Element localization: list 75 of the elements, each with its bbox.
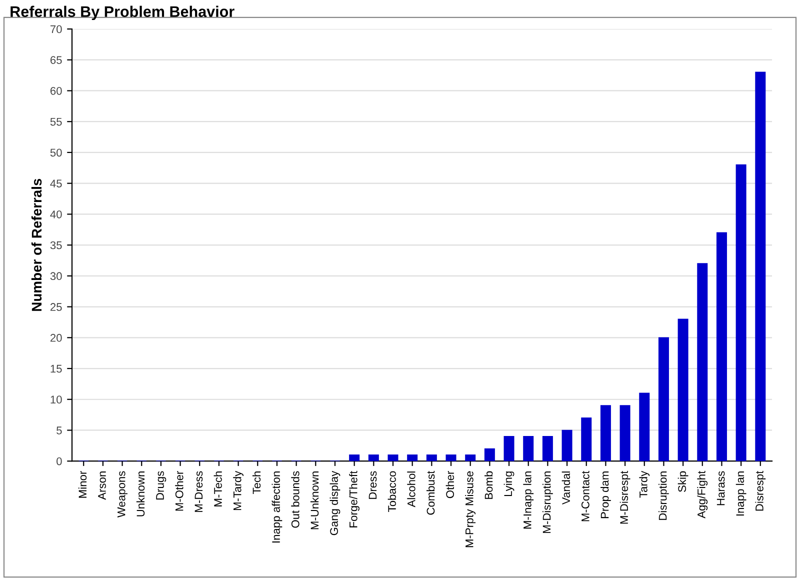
x-tick-label: M-Tardy bbox=[233, 470, 244, 510]
bar bbox=[504, 436, 514, 462]
x-tick-label: Forge/Theft bbox=[349, 470, 360, 528]
x-tick-label: Inapp lan bbox=[736, 472, 746, 516]
x-tick-label: Arson bbox=[98, 472, 106, 500]
x-tick-label: Combust bbox=[426, 470, 435, 515]
x-tick-label: M-Unknown bbox=[310, 472, 319, 530]
y-tick-label: 70 bbox=[50, 25, 62, 34]
y-tick-label: 10 bbox=[50, 396, 62, 404]
x-tick-label: Gang display bbox=[330, 470, 340, 536]
x-tick-label: Disrespt bbox=[755, 470, 766, 511]
bar bbox=[620, 405, 630, 462]
bar bbox=[465, 454, 476, 462]
y-tick-label: 20 bbox=[50, 334, 62, 342]
y-tick-label: 35 bbox=[50, 241, 62, 250]
bar bbox=[484, 448, 495, 462]
bar bbox=[446, 454, 456, 462]
x-tick-label: Lying bbox=[504, 472, 514, 496]
chart-title: Referrals By Problem Behavior bbox=[10, 6, 234, 20]
y-tick-label: 0 bbox=[56, 457, 62, 466]
x-tick-label: M-Tech bbox=[214, 472, 222, 506]
bar bbox=[639, 392, 650, 462]
x-tick-label: Tobacco bbox=[388, 471, 396, 512]
x-tick-label: Other bbox=[446, 471, 454, 498]
x-tick-label: Tardy bbox=[639, 470, 650, 498]
x-tick-label: Disruption bbox=[658, 472, 669, 520]
bar bbox=[349, 454, 360, 462]
x-tick-label: Tech bbox=[252, 472, 261, 494]
bar bbox=[600, 405, 611, 462]
x-tick-label: Vandal bbox=[562, 472, 570, 505]
y-tick-label: 5 bbox=[56, 426, 62, 434]
y-tick-label: 15 bbox=[50, 364, 62, 373]
x-tick-label: M-Dress bbox=[194, 471, 203, 512]
y-tick-label: 65 bbox=[50, 56, 62, 64]
y-tick-label: 60 bbox=[50, 86, 62, 95]
y-tick-label: 40 bbox=[50, 210, 62, 218]
x-tick-label: Prop dam bbox=[600, 472, 611, 518]
x-tick-label: M-Disrespt bbox=[620, 470, 630, 524]
x-tick-label: M-Contact bbox=[581, 470, 590, 522]
x-tick-label: M-Inapp lan bbox=[523, 472, 534, 529]
y-axis-title: Number of Referrals bbox=[31, 178, 42, 311]
bar bbox=[658, 337, 669, 462]
x-tick-label: Bomb bbox=[484, 471, 493, 499]
x-tick-label: Unknown bbox=[136, 472, 145, 516]
bar bbox=[697, 263, 708, 462]
bar bbox=[368, 454, 379, 462]
x-tick-label: Inapp affection bbox=[272, 472, 282, 542]
x-tick-label: Drugs bbox=[156, 471, 166, 500]
bar bbox=[755, 72, 766, 462]
x-tick-label: Skip bbox=[678, 471, 688, 492]
bar bbox=[716, 232, 727, 462]
x-tick-label: Minor bbox=[78, 471, 87, 498]
bar bbox=[562, 430, 572, 462]
bar bbox=[426, 454, 437, 462]
x-tick-label: Agg/Fight bbox=[697, 470, 708, 518]
x-tick-label: M-Prpty Misuse bbox=[465, 471, 476, 548]
x-tick-label: Dress bbox=[368, 471, 377, 499]
y-tick-label: 50 bbox=[50, 148, 62, 157]
x-tick-label: Weapons bbox=[118, 471, 128, 518]
y-tick-label: 30 bbox=[50, 272, 62, 280]
y-tick-label: 25 bbox=[50, 303, 62, 311]
x-tick-label: M-Disruption bbox=[542, 472, 553, 533]
bar bbox=[407, 454, 418, 462]
bar bbox=[678, 318, 688, 462]
x-tick-label: Harass bbox=[716, 471, 725, 506]
bar bbox=[736, 164, 746, 462]
x-tick-label: Alcohol bbox=[407, 472, 416, 508]
y-tick-label: 55 bbox=[50, 118, 62, 126]
bar bbox=[388, 454, 398, 462]
y-tick-label: 45 bbox=[50, 180, 62, 188]
x-tick-label: Out bounds bbox=[291, 471, 300, 528]
bar bbox=[542, 436, 553, 462]
x-tick-label: M-Other bbox=[175, 471, 184, 511]
bar bbox=[523, 436, 534, 462]
bar bbox=[581, 417, 592, 462]
